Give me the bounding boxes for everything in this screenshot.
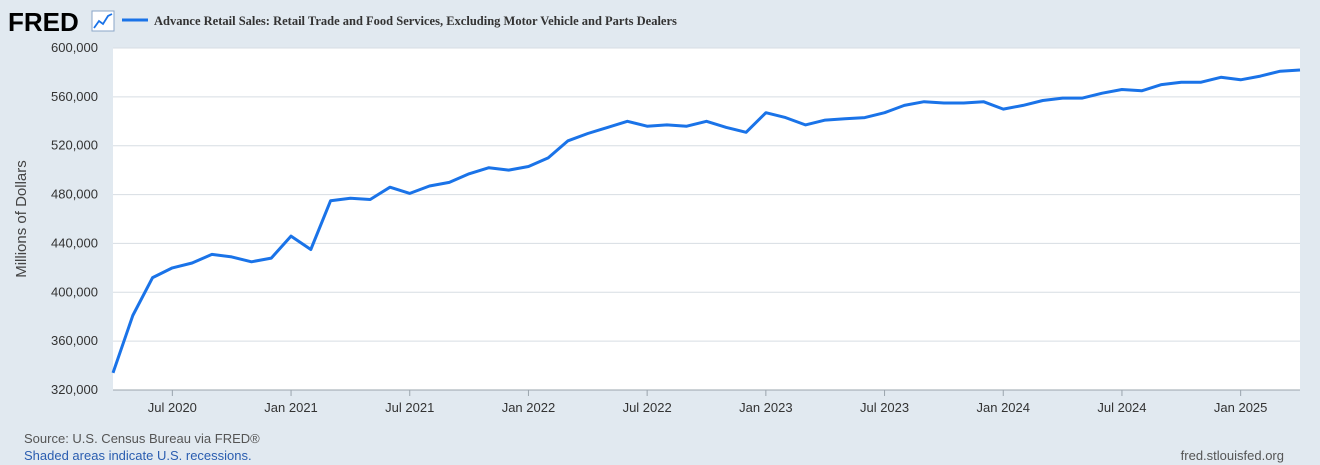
site-link[interactable]: fred.stlouisfed.org <box>1181 448 1284 463</box>
data-point[interactable] <box>781 113 791 123</box>
x-tick-label: Jan 2024 <box>977 400 1031 415</box>
data-point[interactable] <box>919 97 929 107</box>
data-point[interactable] <box>860 113 870 123</box>
y-tick-label: 600,000 <box>51 40 98 55</box>
data-point[interactable] <box>128 310 138 320</box>
data-point[interactable] <box>682 121 692 131</box>
data-point[interactable] <box>504 165 514 175</box>
fred-logo-text: FRED <box>8 7 79 37</box>
recession-note-link[interactable]: Shaded areas indicate U.S. recessions. <box>24 448 252 463</box>
data-point[interactable] <box>543 153 553 163</box>
data-point[interactable] <box>1255 71 1265 81</box>
data-point[interactable] <box>1157 80 1167 90</box>
x-tick-label: Jul 2021 <box>385 400 434 415</box>
data-point[interactable] <box>800 120 810 130</box>
x-tick-label: Jan 2021 <box>264 400 318 415</box>
data-point[interactable] <box>108 368 118 378</box>
data-point[interactable] <box>1216 72 1226 82</box>
x-tick-label: Jan 2023 <box>739 400 793 415</box>
data-point[interactable] <box>345 193 355 203</box>
series-line <box>111 68 1301 374</box>
y-tick-label: 400,000 <box>51 284 98 299</box>
data-point[interactable] <box>959 98 969 108</box>
data-point[interactable] <box>1275 66 1285 76</box>
legend: Advance Retail Sales: Retail Trade and F… <box>122 14 677 28</box>
y-axis: 320,000 360,000 400,000 440,000 480,000 520,0… <box>51 40 98 397</box>
x-tick-label: Jan 2022 <box>502 400 556 415</box>
x-tick-label: Jan 2025 <box>1214 400 1268 415</box>
data-point[interactable] <box>1077 93 1087 103</box>
data-point[interactable] <box>998 104 1008 114</box>
data-point[interactable] <box>405 188 415 198</box>
data-point[interactable] <box>1176 77 1186 87</box>
data-point[interactable] <box>187 258 197 268</box>
data-point[interactable] <box>761 108 771 118</box>
data-point[interactable] <box>603 122 613 132</box>
data-point[interactable] <box>899 100 909 110</box>
source-note: Source: U.S. Census Bureau via FRED® <box>24 431 260 446</box>
y-tick-label: 480,000 <box>51 187 98 202</box>
plot-area <box>113 48 1300 390</box>
data-point[interactable] <box>1295 65 1305 75</box>
x-axis: Jul 2020 Jan 2021 Jul 2021 Jan 2022 Jul 2022… <box>148 390 1268 415</box>
data-point[interactable] <box>1058 93 1068 103</box>
data-point[interactable] <box>583 129 593 139</box>
data-point[interactable] <box>326 196 336 206</box>
data-point[interactable] <box>978 97 988 107</box>
data-point[interactable] <box>167 263 177 273</box>
x-tick-label: Jul 2020 <box>148 400 197 415</box>
chart-title: Advance Retail Sales: Retail Trade and F… <box>154 14 677 28</box>
data-point[interactable] <box>642 121 652 131</box>
y-axis-title: Millions of Dollars <box>13 160 30 278</box>
data-point[interactable] <box>939 98 949 108</box>
data-point[interactable] <box>425 181 435 191</box>
data-point[interactable] <box>1097 88 1107 98</box>
data-point[interactable] <box>523 161 533 171</box>
data-point[interactable] <box>148 273 158 283</box>
x-tick-label: Jul 2023 <box>860 400 909 415</box>
data-point[interactable] <box>1137 86 1147 96</box>
fred-logo[interactable]: FRED <box>8 7 115 37</box>
grid-lines <box>113 47 1300 391</box>
data-point[interactable] <box>1117 85 1127 95</box>
data-point[interactable] <box>702 116 712 126</box>
y-tick-label: 320,000 <box>51 382 98 397</box>
data-point[interactable] <box>840 114 850 124</box>
x-tick-label: Jul 2024 <box>1097 400 1146 415</box>
data-point[interactable] <box>721 122 731 132</box>
data-point[interactable] <box>484 163 494 173</box>
data-point[interactable] <box>1196 77 1206 87</box>
data-point[interactable] <box>286 231 296 241</box>
data-point[interactable] <box>246 257 256 267</box>
y-tick-label: 440,000 <box>51 235 98 250</box>
data-point[interactable] <box>306 245 316 255</box>
series-layer <box>108 65 1305 378</box>
data-point[interactable] <box>444 177 454 187</box>
data-point[interactable] <box>563 136 573 146</box>
data-point[interactable] <box>1038 96 1048 106</box>
data-point[interactable] <box>1236 75 1246 85</box>
data-point[interactable] <box>622 116 632 126</box>
data-point[interactable] <box>207 249 217 259</box>
y-tick-label: 560,000 <box>51 89 98 104</box>
data-point[interactable] <box>365 194 375 204</box>
data-point[interactable] <box>385 182 395 192</box>
data-point[interactable] <box>227 252 237 262</box>
data-point[interactable] <box>662 120 672 130</box>
trend-line-icon <box>91 10 115 32</box>
data-point[interactable] <box>1018 100 1028 110</box>
x-tick-label: Jul 2022 <box>623 400 672 415</box>
data-point[interactable] <box>266 253 276 263</box>
y-tick-label: 520,000 <box>51 138 98 153</box>
data-point[interactable] <box>820 115 830 125</box>
data-point[interactable] <box>880 108 890 118</box>
data-point[interactable] <box>741 127 751 137</box>
data-point[interactable] <box>464 169 474 179</box>
y-tick-label: 360,000 <box>51 333 98 348</box>
